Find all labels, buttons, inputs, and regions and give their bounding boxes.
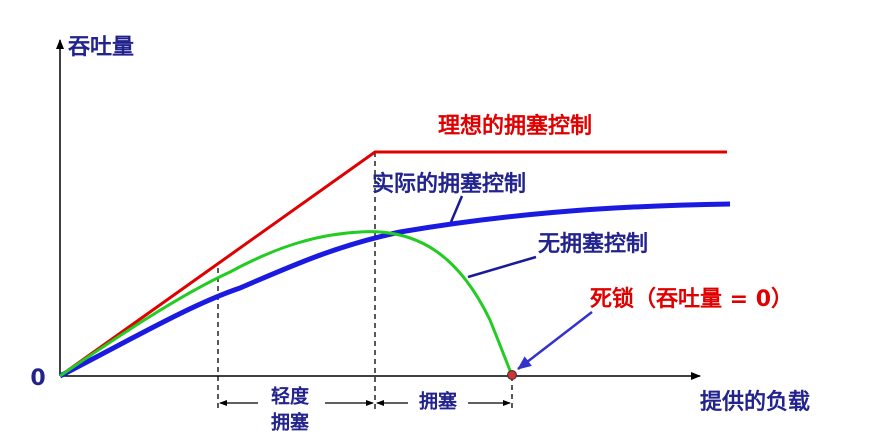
actual-label: 实际的拥塞控制 (372, 171, 526, 197)
deadlock-point (507, 370, 517, 380)
deadlock-label: 死锁（吞吐量 = 0） (590, 286, 793, 312)
light-label: 拥塞 (271, 411, 310, 434)
no-control-curve (59, 230, 514, 378)
none-label: 无拥塞控制 (538, 231, 648, 257)
pointers (449, 195, 593, 370)
ideal-label: 理想的拥塞控制 (438, 113, 592, 139)
light-label: 轻度 (271, 385, 310, 408)
y-label: 吞吐量 (68, 35, 134, 60)
actual-curve (58, 201, 731, 379)
ideal-curve (59, 150, 727, 378)
x-label: 提供的负载 (700, 389, 810, 415)
origin-label: 0 (30, 366, 45, 391)
congestion-label: 拥塞 (419, 390, 458, 413)
guides (217, 152, 513, 412)
